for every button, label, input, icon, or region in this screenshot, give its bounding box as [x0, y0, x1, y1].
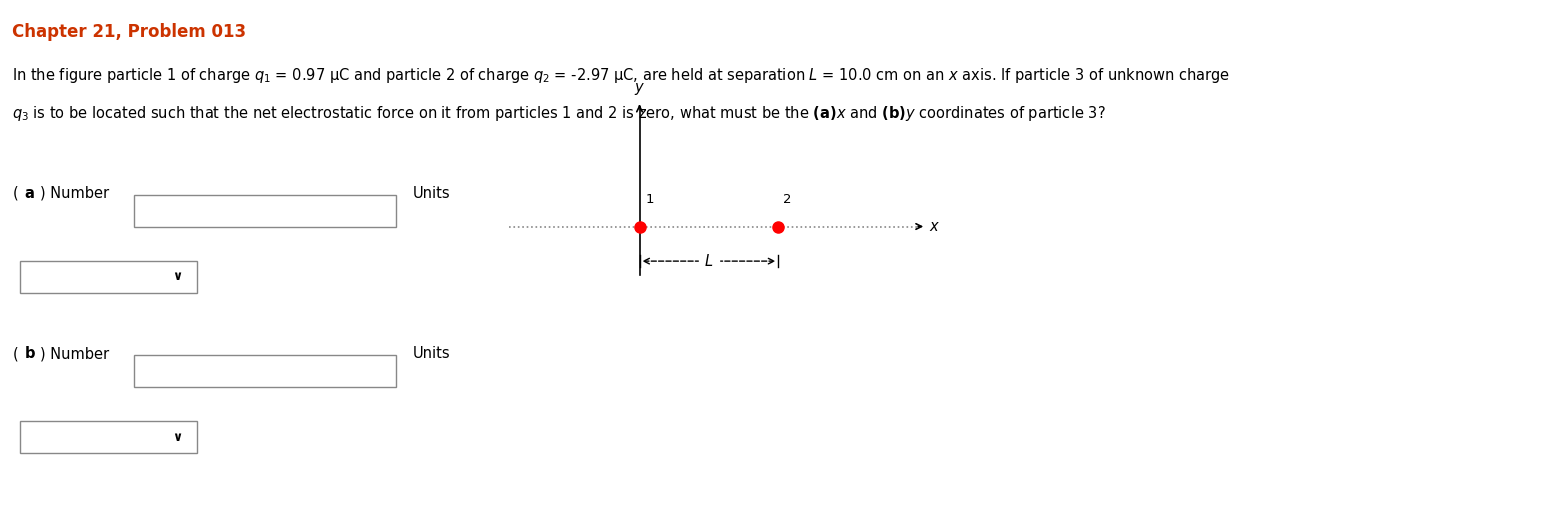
Text: Chapter 21, Problem 013: Chapter 21, Problem 013 [12, 23, 247, 41]
Text: ) Number: ) Number [40, 186, 109, 201]
Text: b: b [25, 346, 35, 361]
Text: 2: 2 [783, 193, 792, 206]
Bar [20, 421, 197, 453]
Text: ∨: ∨ [173, 431, 182, 444]
Text: $x$: $x$ [929, 219, 940, 234]
Bar [20, 261, 197, 293]
Text: $y$: $y$ [633, 81, 646, 97]
Text: $q_3$ is to be located such that the net electrostatic force on it from particle: $q_3$ is to be located such that the net… [12, 104, 1106, 123]
Bar [134, 355, 396, 387]
Text: (: ( [12, 186, 18, 201]
Text: a: a [25, 186, 34, 201]
Text: (: ( [12, 346, 18, 361]
Text: Units: Units [413, 186, 450, 201]
Text: ) Number: ) Number [40, 346, 109, 361]
Text: ∨: ∨ [173, 270, 182, 284]
Bar [134, 195, 396, 227]
Text: Units: Units [413, 346, 450, 361]
Text: $L$: $L$ [704, 253, 713, 269]
Text: 1: 1 [646, 193, 655, 206]
Text: In the figure particle 1 of charge $q_1$ = 0.97 μC and particle 2 of charge $q_2: In the figure particle 1 of charge $q_1$… [12, 66, 1230, 85]
